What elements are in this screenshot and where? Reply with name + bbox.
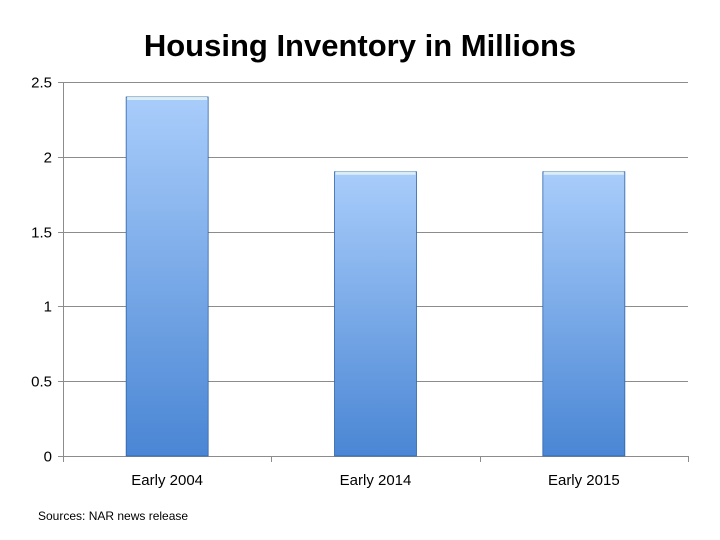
y-tick-label-4: 2 bbox=[44, 150, 52, 167]
bar-cap-1 bbox=[335, 171, 416, 175]
x-category-label-1: Early 2014 bbox=[340, 472, 412, 489]
x-category-label-2: Early 2015 bbox=[548, 472, 620, 489]
bar-2 bbox=[542, 171, 626, 457]
bar-1 bbox=[334, 171, 417, 457]
y-tick-label-1: 0.5 bbox=[31, 374, 52, 391]
axes bbox=[58, 82, 689, 462]
y-tick-label-3: 1.5 bbox=[31, 225, 52, 242]
bar-cap-0 bbox=[127, 96, 208, 100]
x-category-label-0: Early 2004 bbox=[131, 472, 203, 489]
y-tick-label-0: 0 bbox=[44, 449, 52, 466]
bars bbox=[125, 96, 626, 457]
y-tick-label-5: 2.5 bbox=[31, 75, 52, 92]
chart-title: Housing Inventory in Millions bbox=[143, 28, 577, 63]
bar-0 bbox=[125, 96, 209, 457]
source-note: Sources: NAR news release bbox=[38, 509, 189, 523]
axis-labels: 0 0.5 1 1.5 2 2.5 Early 2004 Early 2014 Early 20… bbox=[31, 75, 620, 490]
y-tick-label-2: 1 bbox=[44, 299, 52, 316]
bar-cap-2 bbox=[543, 171, 624, 175]
